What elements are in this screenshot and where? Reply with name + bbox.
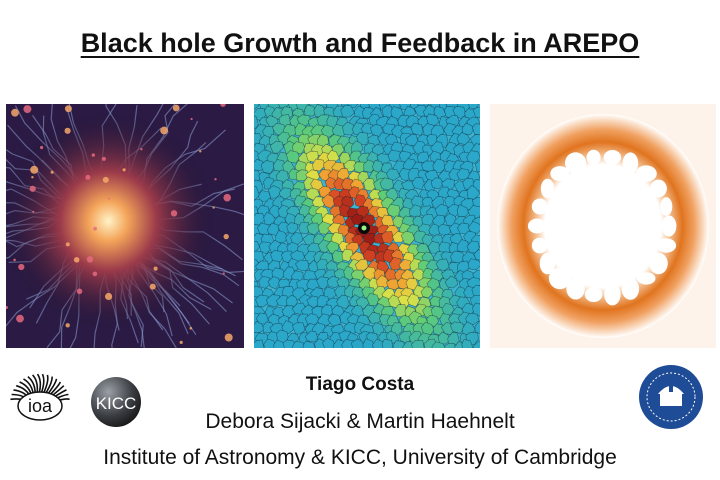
collaborators: Debora Sijacki & Martin Haehnelt — [205, 410, 515, 433]
kicc-logo-text: KICC — [96, 394, 137, 413]
cambridge-badge-logo — [638, 364, 704, 430]
slide-title: Black hole Growth and Feedback in AREPO — [80, 28, 640, 58]
ioa-logo-text: ioa — [28, 396, 53, 416]
feedback-shell-image — [490, 104, 716, 348]
author-name: Tiago Costa — [305, 374, 415, 395]
ioa-logo: ioa — [10, 368, 90, 432]
kicc-logo: KICC — [90, 376, 142, 428]
institution: Institute of Astronomy & KICC, Universit… — [103, 446, 617, 469]
voronoi-mesh-image — [254, 104, 480, 348]
cosmic-web-image — [6, 104, 244, 348]
